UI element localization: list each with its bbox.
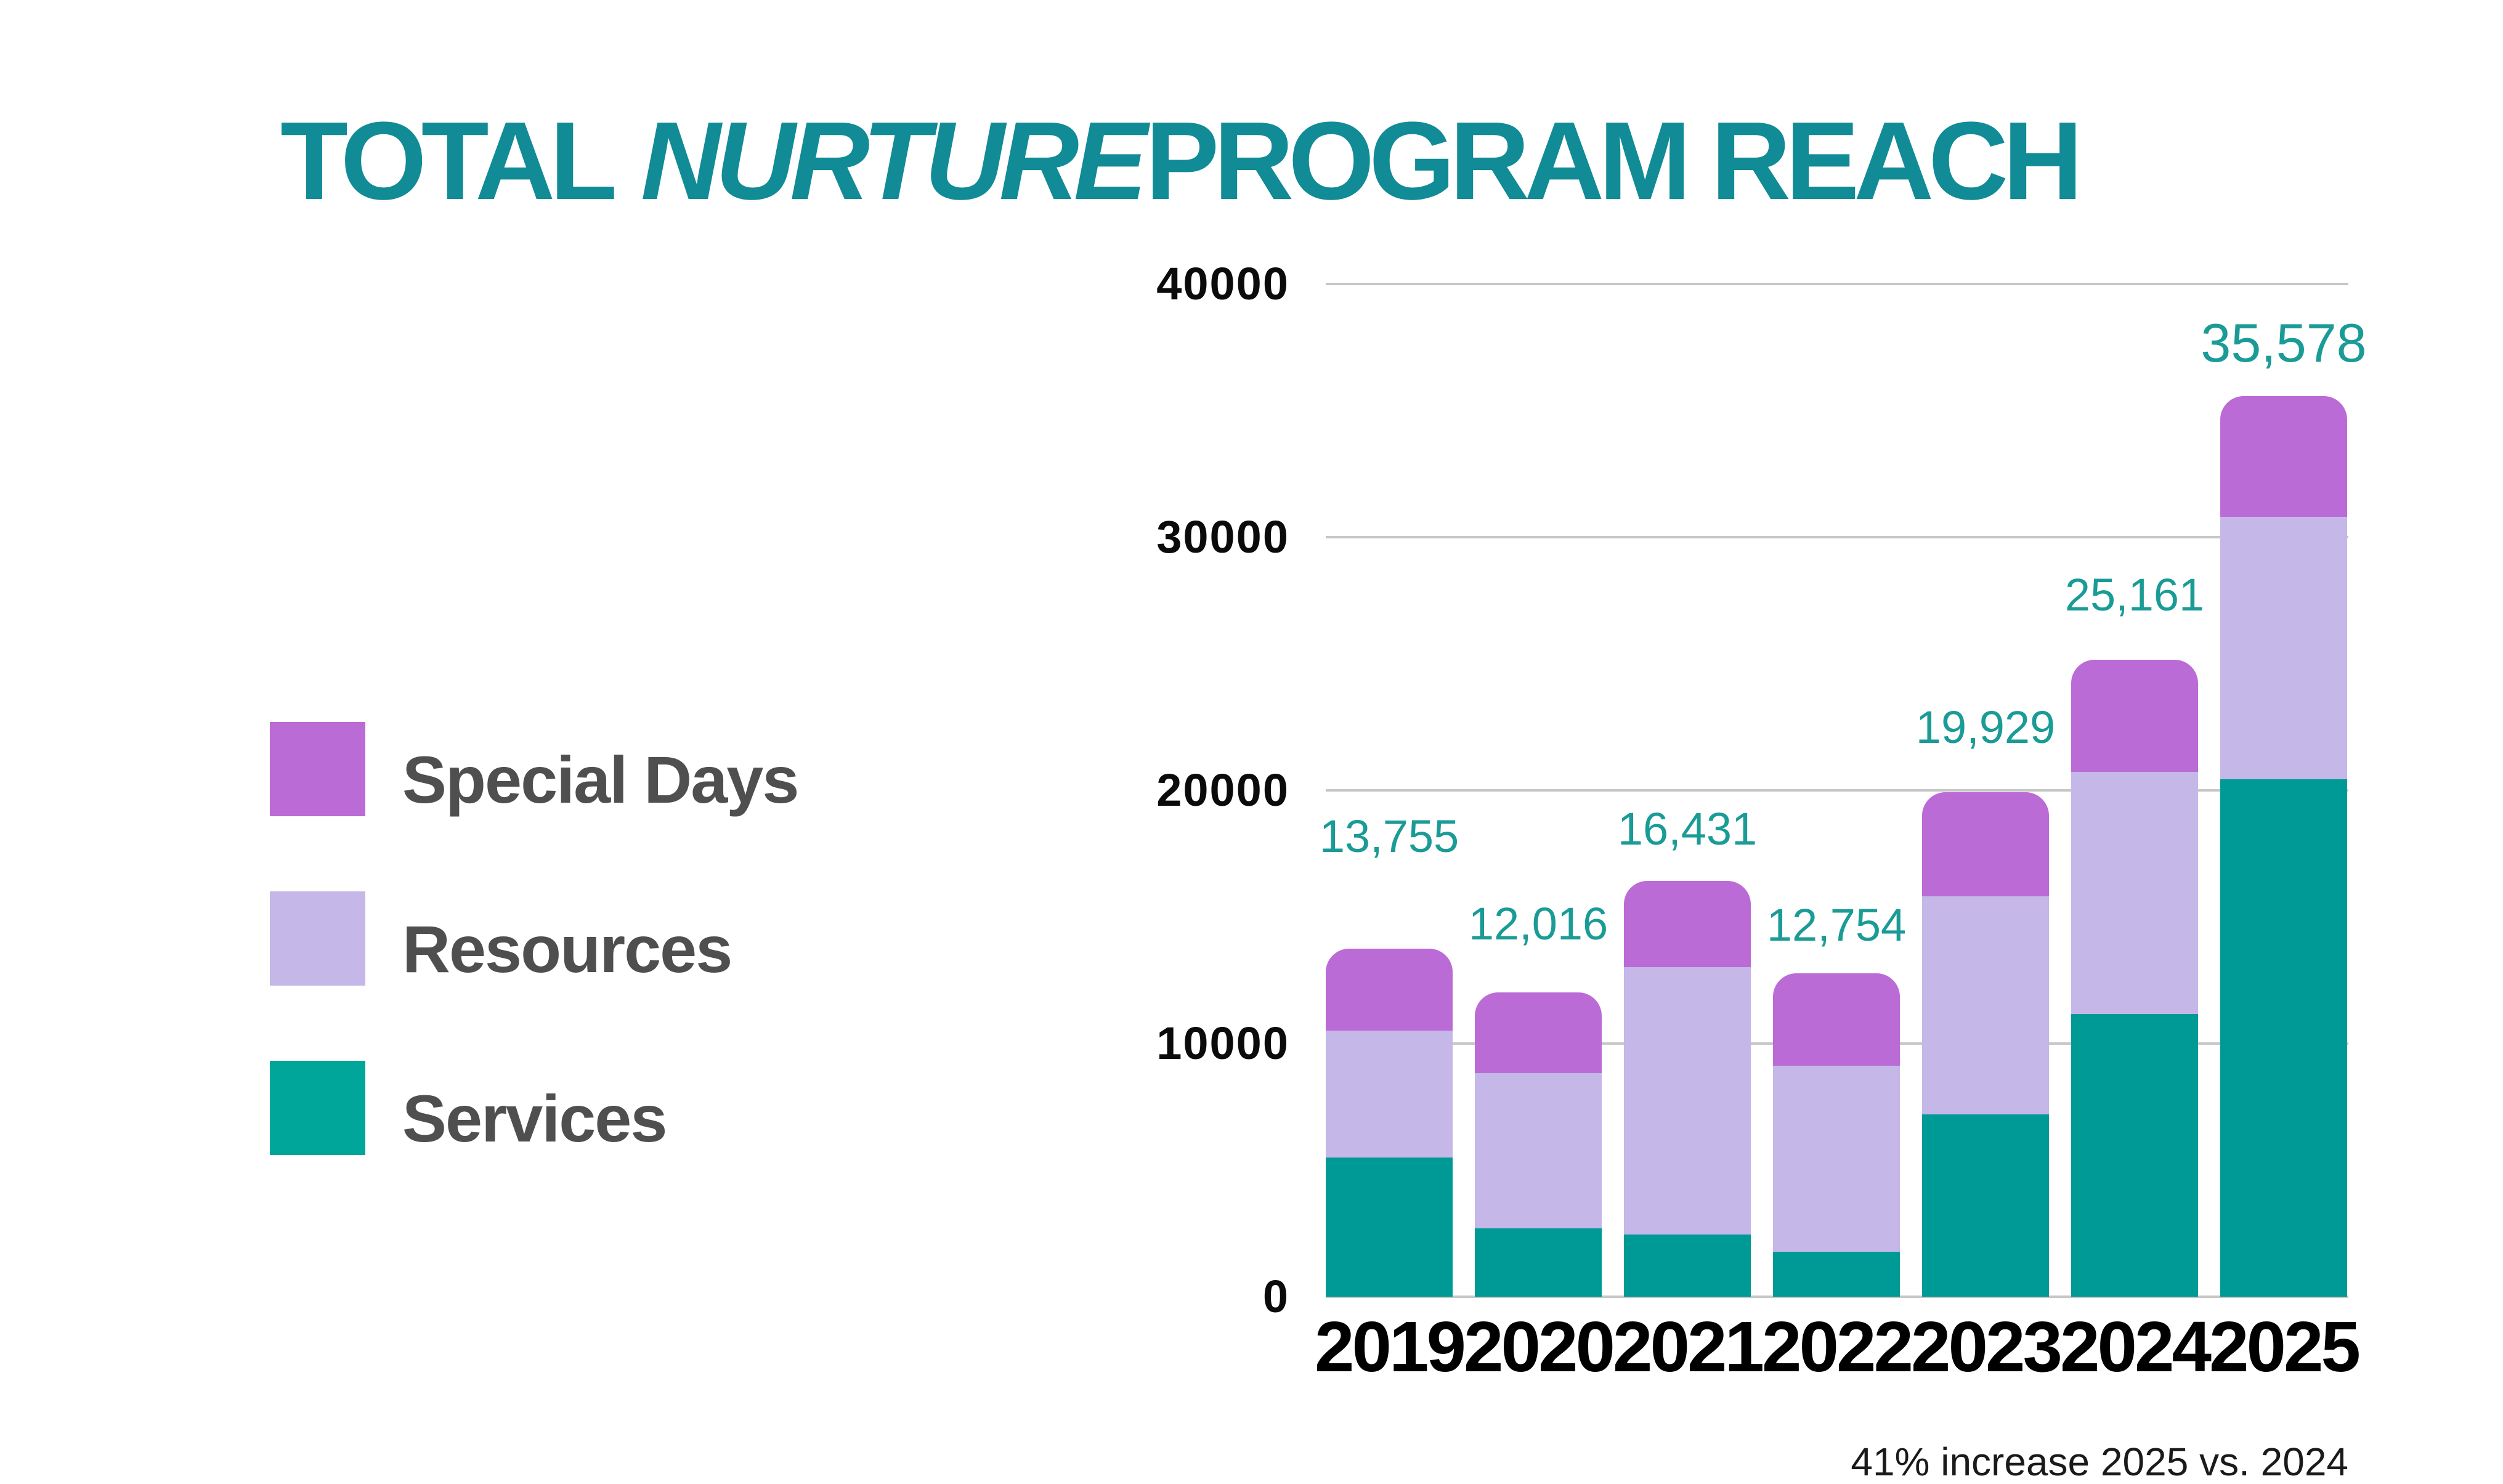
x-axis-label-2025: 2025 [2209,1307,2361,1387]
bar-2024 [2071,660,2198,1297]
title-program-reach: PROGRAM REACH [1145,99,2083,223]
bar-2023 [1922,792,2049,1297]
y-axis-tick-20000: 20000 [1156,764,1289,816]
gridline-40000 [1326,283,2348,285]
x-axis-label-2022: 2022 [1761,1307,1913,1387]
bar-2023-segment-services [1922,1114,2049,1297]
bar-2019-segment-services [1326,1158,1453,1297]
bar-2023-segment-resources [1922,896,2049,1114]
title-nurture: NURTURE [641,99,1148,223]
bar-2025-segment-services [2220,779,2347,1297]
bar-2024-total-label: 25,161 [2064,569,2205,620]
y-axis-tick-0: 0 [1262,1271,1289,1322]
legend-swatch-resources [270,891,365,986]
bar-2022-segment-services [1773,1252,1900,1297]
legend-swatch-special-days [270,722,365,816]
bar-2023-segment-special-days [1922,792,2049,896]
legend-label-resources: Resources [402,912,732,986]
bar-2020-segment-special-days [1475,992,1602,1073]
bar-2020 [1475,992,1602,1297]
bar-2025-segment-resources [2220,517,2347,779]
bar-2025-total-label: 35,578 [2201,312,2367,373]
bar-2024-segment-resources [2071,772,2198,1014]
bar-2021-total-label: 16,431 [1617,803,1758,854]
y-axis-tick-40000: 40000 [1156,258,1289,309]
bar-2021-segment-services [1624,1235,1751,1297]
x-axis-label-2019: 2019 [1314,1307,1466,1387]
bar-2020-segment-services [1475,1228,1602,1297]
bar-2022 [1773,973,1900,1297]
bar-2022-segment-special-days [1773,973,1900,1066]
bar-2023-total-label: 19,929 [1915,702,2056,753]
legend-swatch-services [270,1061,365,1155]
bar-2020-segment-resources [1475,1073,1602,1228]
bar-2021 [1624,881,1751,1297]
page-title: TOTAL NURTUREPROGRAM REACH [280,99,2083,223]
bar-2024-segment-special-days [2071,660,2198,772]
gridline-30000 [1326,536,2348,538]
x-axis-label-2024: 2024 [2059,1307,2212,1387]
bar-2019-segment-resources [1326,1031,1453,1158]
footnote: 41% increase 2025 vs. 2024 [1851,1440,2348,1484]
legend-label-special-days: Special Days [402,742,799,817]
gridline-20000 [1326,789,2348,792]
title-total: TOTAL [280,99,617,223]
legend-label-services: Services [402,1081,667,1156]
x-axis-label-2021: 2021 [1612,1307,1764,1387]
x-axis-label-2020: 2020 [1463,1307,1615,1387]
bar-2021-segment-resources [1624,967,1751,1235]
bar-2024-segment-services [2071,1014,2198,1297]
bar-2019-total-label: 13,755 [1319,811,1459,862]
x-axis-label-2023: 2023 [1910,1307,2063,1387]
bar-2019 [1326,949,1453,1297]
bar-2025-segment-special-days [2220,396,2347,517]
y-axis-tick-10000: 10000 [1156,1018,1289,1069]
gridline-0 [1326,1295,2348,1298]
bar-2022-segment-resources [1773,1066,1900,1252]
bar-2020-total-label: 12,016 [1468,898,1608,949]
bar-2025 [2220,396,2347,1297]
bar-2019-segment-special-days [1326,949,1453,1031]
bar-2022-total-label: 12,754 [1766,899,1907,951]
bar-2021-segment-special-days [1624,881,1751,967]
y-axis-tick-30000: 30000 [1156,511,1289,562]
